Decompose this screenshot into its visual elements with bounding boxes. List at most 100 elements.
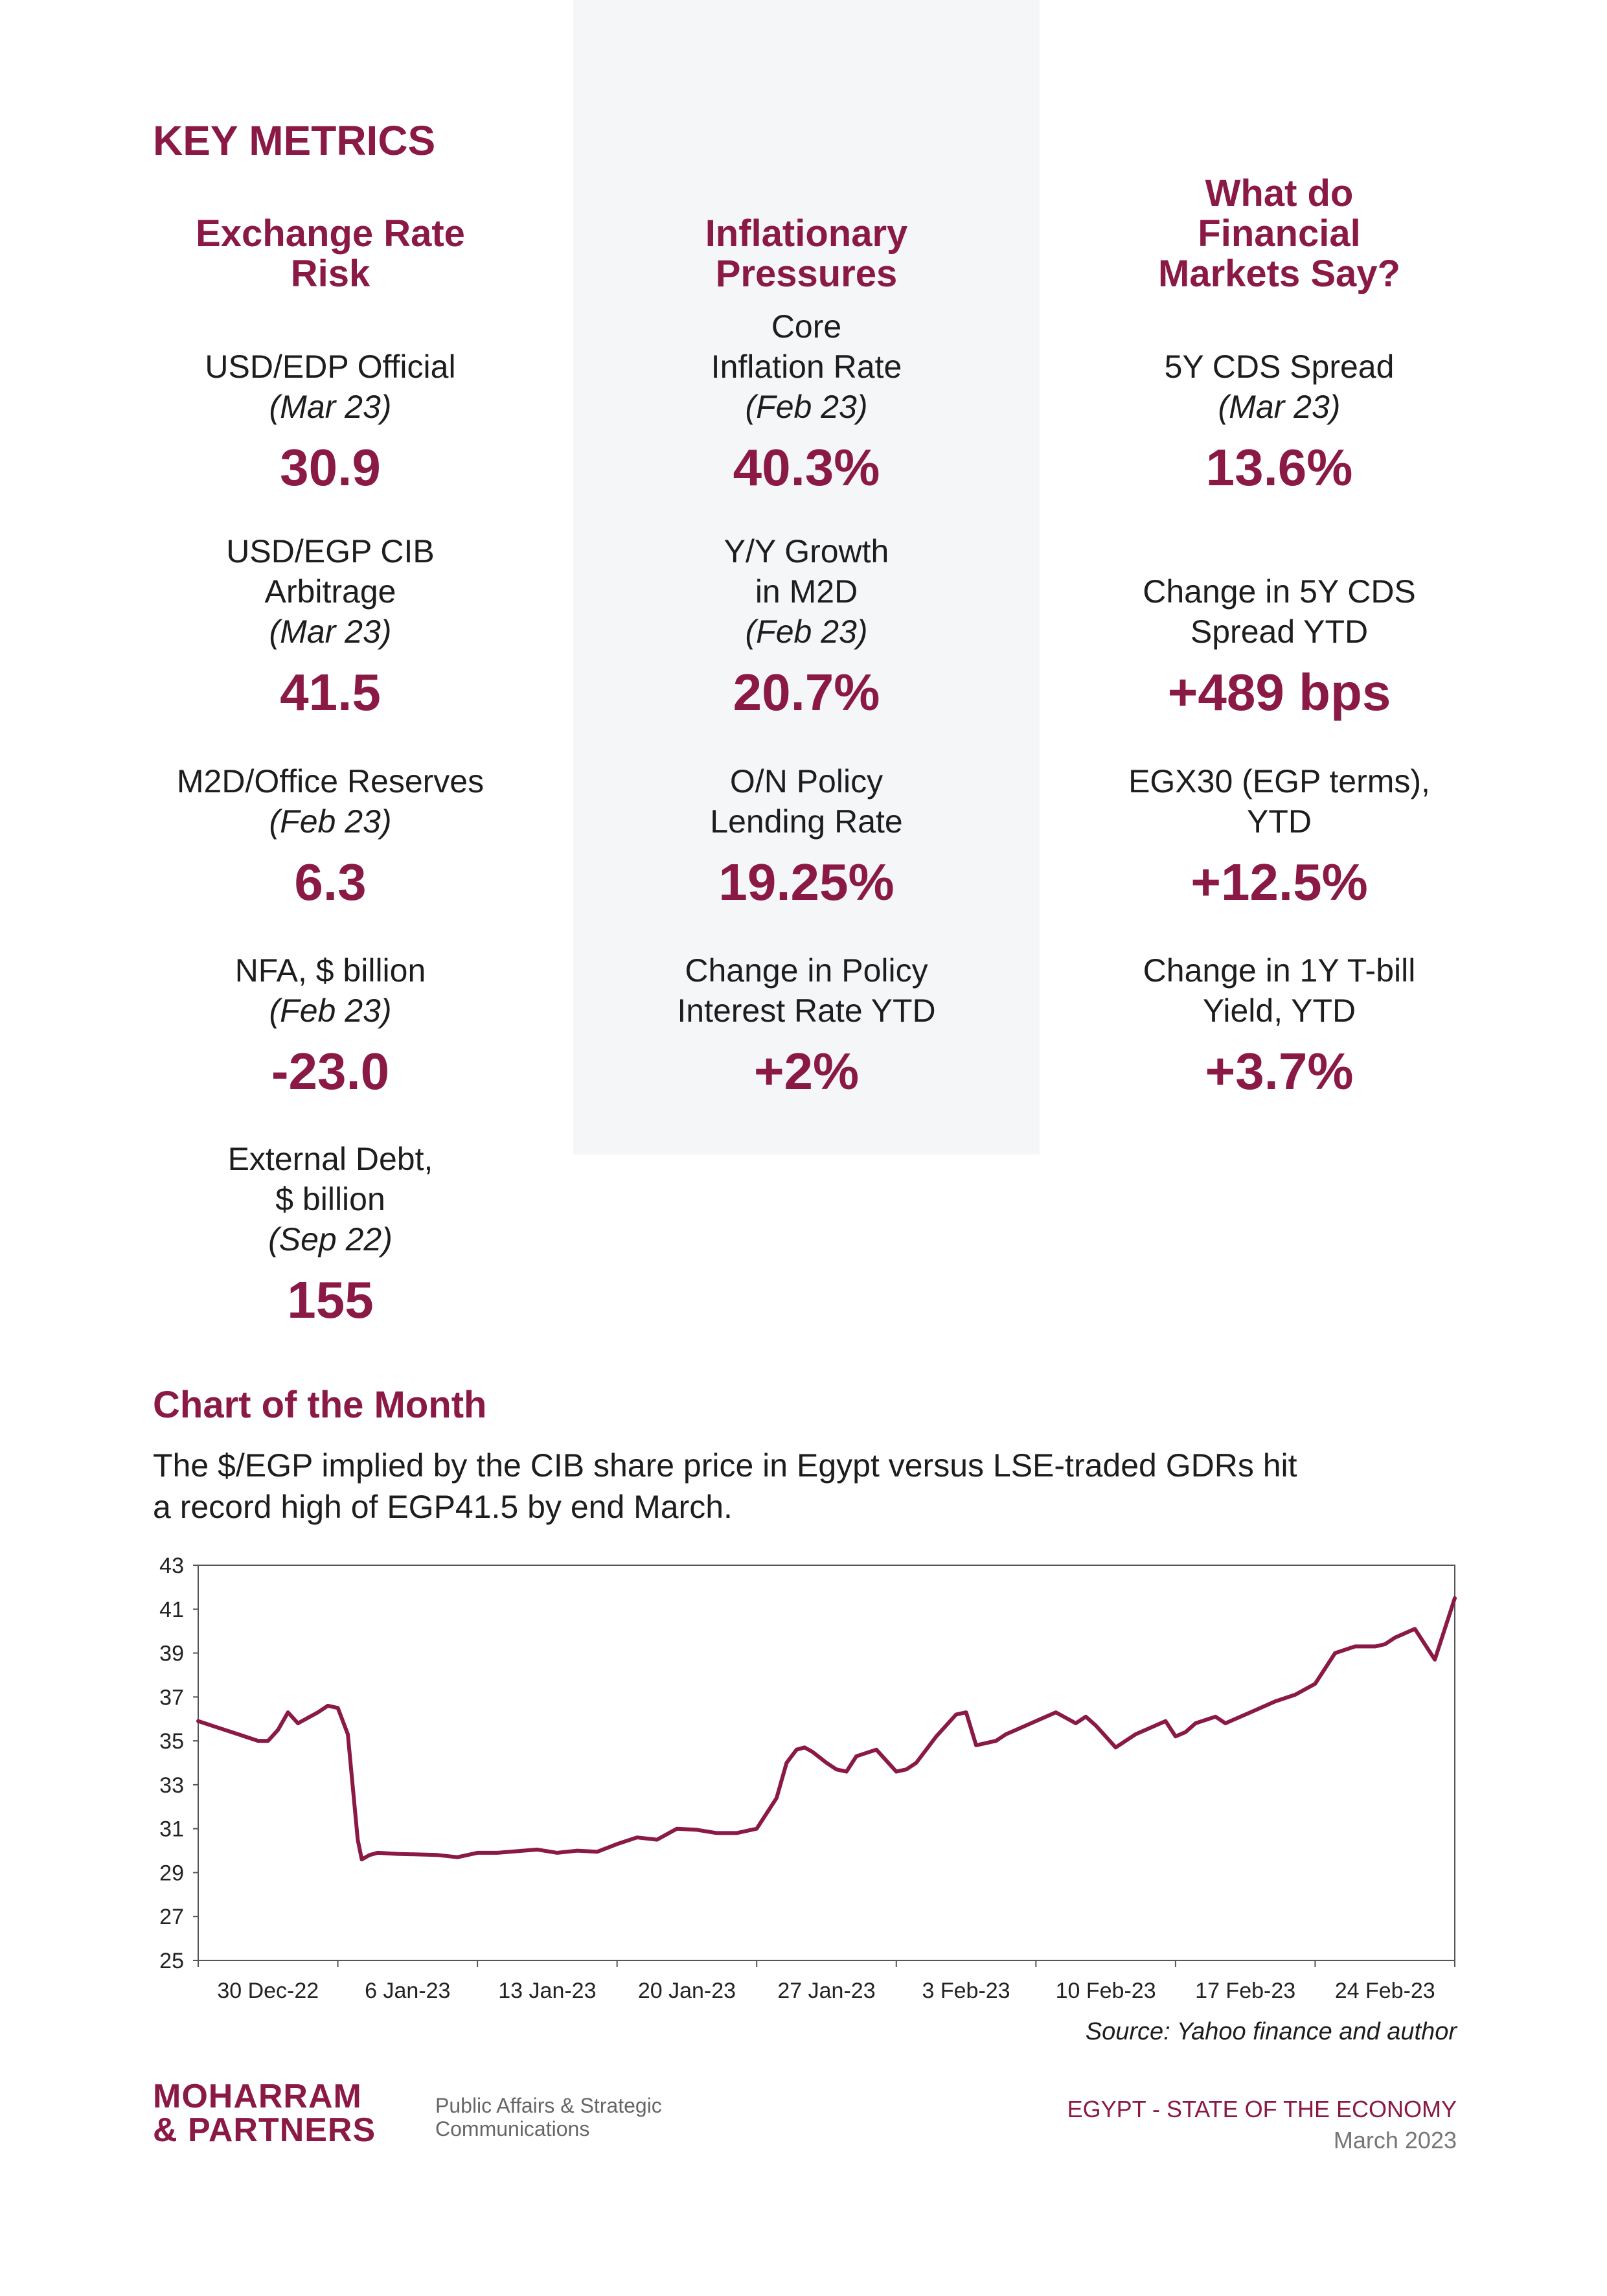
publication-date: March 2023 bbox=[1333, 2127, 1457, 2153]
metric-label: $ billion bbox=[275, 1181, 385, 1217]
metric-label: Spread YTD bbox=[1190, 614, 1369, 650]
metric-value: +2% bbox=[753, 1042, 860, 1100]
column-heading-inflation: Inflationary Pressures bbox=[632, 214, 981, 294]
heading-line: Markets Say? bbox=[1158, 253, 1400, 295]
line-chart: 25 27 29 31 33 35 37 39 41 43 30 Dec-22 6 Jan-23 13 … bbox=[159, 1554, 1457, 2003]
metric-label: USD/EGP CIB bbox=[226, 533, 435, 569]
metric-core-inflation: Core Inflation Rate (Feb 23) 40.3% bbox=[599, 306, 1014, 497]
metric-label: Arbitrage bbox=[264, 573, 396, 610]
metric-label: in M2D bbox=[755, 573, 858, 610]
x-tick-label: 20 Jan-23 bbox=[638, 1979, 736, 2003]
metric-value: 20.7% bbox=[733, 663, 880, 721]
logo-line: & PARTNERS bbox=[153, 2111, 376, 2149]
metric-cds-change: Change in 5Y CDS Spread YTD +489 bps bbox=[1072, 571, 1487, 722]
x-tick-label: 10 Feb-23 bbox=[1056, 1979, 1156, 2003]
y-tick-label: 27 bbox=[159, 1905, 184, 1929]
chart-source: Source: Yahoo finance and author bbox=[1085, 2018, 1457, 2045]
heading-line: Financial bbox=[1198, 212, 1361, 255]
metric-label: O/N Policy bbox=[729, 763, 883, 799]
y-tick-label: 41 bbox=[159, 1598, 184, 1622]
column-heading-markets: What do Financial Markets Say? bbox=[1104, 174, 1454, 294]
metric-external-debt: External Debt, $ billion (Sep 22) 155 bbox=[123, 1139, 538, 1329]
y-tick-label: 35 bbox=[159, 1729, 184, 1754]
y-tick-label: 43 bbox=[159, 1554, 184, 1578]
metric-label: Interest Rate YTD bbox=[677, 993, 936, 1029]
metric-label: YTD bbox=[1247, 803, 1312, 840]
heading-line: Risk bbox=[290, 253, 370, 295]
metric-date: (Feb 23) bbox=[269, 803, 392, 840]
middle-column-background bbox=[573, 0, 1040, 1154]
metric-value: 30.9 bbox=[280, 439, 381, 496]
metric-value: 40.3% bbox=[733, 439, 880, 496]
metric-label: 5Y CDS Spread bbox=[1164, 349, 1395, 385]
y-tick-label: 33 bbox=[159, 1773, 184, 1798]
chart-section-title: Chart of the Month bbox=[153, 1384, 487, 1426]
metric-value: +489 bps bbox=[1167, 663, 1391, 721]
chart-description-line: The $/EGP implied by the CIB share price… bbox=[153, 1447, 1297, 1484]
heading-line: Exchange Rate bbox=[196, 212, 465, 255]
metric-label: Change in 5Y CDS bbox=[1143, 573, 1416, 610]
x-tick-label: 24 Feb-23 bbox=[1335, 1979, 1435, 2003]
chart-description-line: a record high of EGP41.5 by end March. bbox=[153, 1489, 733, 1525]
metric-value: 41.5 bbox=[280, 663, 381, 721]
metric-label: Y/Y Growth bbox=[724, 533, 889, 569]
metric-nfa: NFA, $ billion (Feb 23) -23.0 bbox=[123, 950, 538, 1101]
metric-value: 19.25% bbox=[718, 853, 895, 911]
company-logo: MOHARRAM & PARTNERS bbox=[153, 2080, 376, 2147]
publication-info: EGYPT - STATE OF THE ECONOMY March 2023 bbox=[1067, 2094, 1457, 2156]
metric-date: (Mar 23) bbox=[269, 389, 392, 425]
company-tagline: Public Affairs & Strategic Communication… bbox=[435, 2094, 662, 2141]
metric-egx30: EGX30 (EGP terms), YTD +12.5% bbox=[1072, 761, 1487, 912]
x-tick-label: 6 Jan-23 bbox=[365, 1979, 450, 2003]
metric-m2d-reserves: M2D/Office Reserves (Feb 23) 6.3 bbox=[123, 761, 538, 912]
metric-label: M2D/Office Reserves bbox=[176, 763, 484, 799]
y-tick-label: 39 bbox=[159, 1642, 184, 1666]
metric-usd-edp-official: USD/EDP Official (Mar 23) 30.9 bbox=[123, 347, 538, 497]
metric-value: -23.0 bbox=[271, 1042, 390, 1100]
metric-value: 6.3 bbox=[294, 853, 367, 911]
metric-date: (Feb 23) bbox=[745, 389, 868, 425]
x-tick-label: 30 Dec-22 bbox=[217, 1979, 319, 2003]
metric-label: Inflation Rate bbox=[711, 349, 902, 385]
x-tick-label: 13 Jan-23 bbox=[498, 1979, 596, 2003]
metric-label: Change in Policy bbox=[685, 952, 928, 989]
metric-date: (Feb 23) bbox=[745, 614, 868, 650]
publication-title: EGYPT - STATE OF THE ECONOMY bbox=[1067, 2096, 1457, 2122]
logo-line: MOHARRAM bbox=[153, 2078, 362, 2115]
metric-label: NFA, $ billion bbox=[234, 952, 426, 989]
x-tick-label: 27 Jan-23 bbox=[777, 1979, 875, 2003]
heading-line: What do bbox=[1205, 172, 1354, 214]
metric-label: EGX30 (EGP terms), bbox=[1128, 763, 1430, 799]
metric-label: Lending Rate bbox=[710, 803, 903, 840]
metric-label: Core bbox=[771, 308, 842, 345]
metric-date: (Sep 22) bbox=[268, 1221, 393, 1257]
metric-policy-rate-change: Change in Policy Interest Rate YTD +2% bbox=[599, 950, 1014, 1101]
metric-m2d-growth: Y/Y Growth in M2D (Feb 23) 20.7% bbox=[599, 531, 1014, 722]
metric-date: (Feb 23) bbox=[269, 993, 392, 1029]
metric-value: +3.7% bbox=[1205, 1042, 1354, 1100]
plot-frame bbox=[198, 1565, 1455, 1961]
column-heading-exchange-rate: Exchange Rate Risk bbox=[155, 214, 505, 294]
y-tick-label: 29 bbox=[159, 1861, 184, 1885]
metric-usd-egp-cib-arbitrage: USD/EGP CIB Arbitrage (Mar 23) 41.5 bbox=[123, 531, 538, 722]
heading-line: Inflationary bbox=[705, 212, 908, 255]
y-tick-label: 31 bbox=[159, 1817, 184, 1842]
tagline-line: Communications bbox=[435, 2117, 590, 2141]
y-tick-label: 25 bbox=[159, 1949, 184, 1973]
metric-label: Yield, YTD bbox=[1202, 993, 1356, 1029]
metric-date: (Mar 23) bbox=[269, 614, 392, 650]
metric-date: (Mar 23) bbox=[1218, 389, 1341, 425]
y-tick-label: 37 bbox=[159, 1685, 184, 1710]
metric-value: 13.6% bbox=[1205, 439, 1353, 496]
section-title: KEY METRICS bbox=[153, 117, 436, 164]
series-line bbox=[196, 1596, 1457, 1862]
metric-label: USD/EDP Official bbox=[205, 349, 456, 385]
x-tick-label: 3 Feb-23 bbox=[922, 1979, 1010, 2003]
metric-label: Change in 1Y T-bill bbox=[1143, 952, 1416, 989]
heading-line: Pressures bbox=[715, 253, 898, 295]
metric-tbill-yield-change: Change in 1Y T-bill Yield, YTD +3.7% bbox=[1072, 950, 1487, 1101]
metric-policy-lending-rate: O/N Policy Lending Rate 19.25% bbox=[599, 761, 1014, 912]
x-tick-label: 17 Feb-23 bbox=[1195, 1979, 1295, 2003]
metric-5y-cds-spread: 5Y CDS Spread (Mar 23) 13.6% bbox=[1072, 347, 1487, 497]
chart-description: The $/EGP implied by the CIB share price… bbox=[153, 1445, 1513, 1528]
